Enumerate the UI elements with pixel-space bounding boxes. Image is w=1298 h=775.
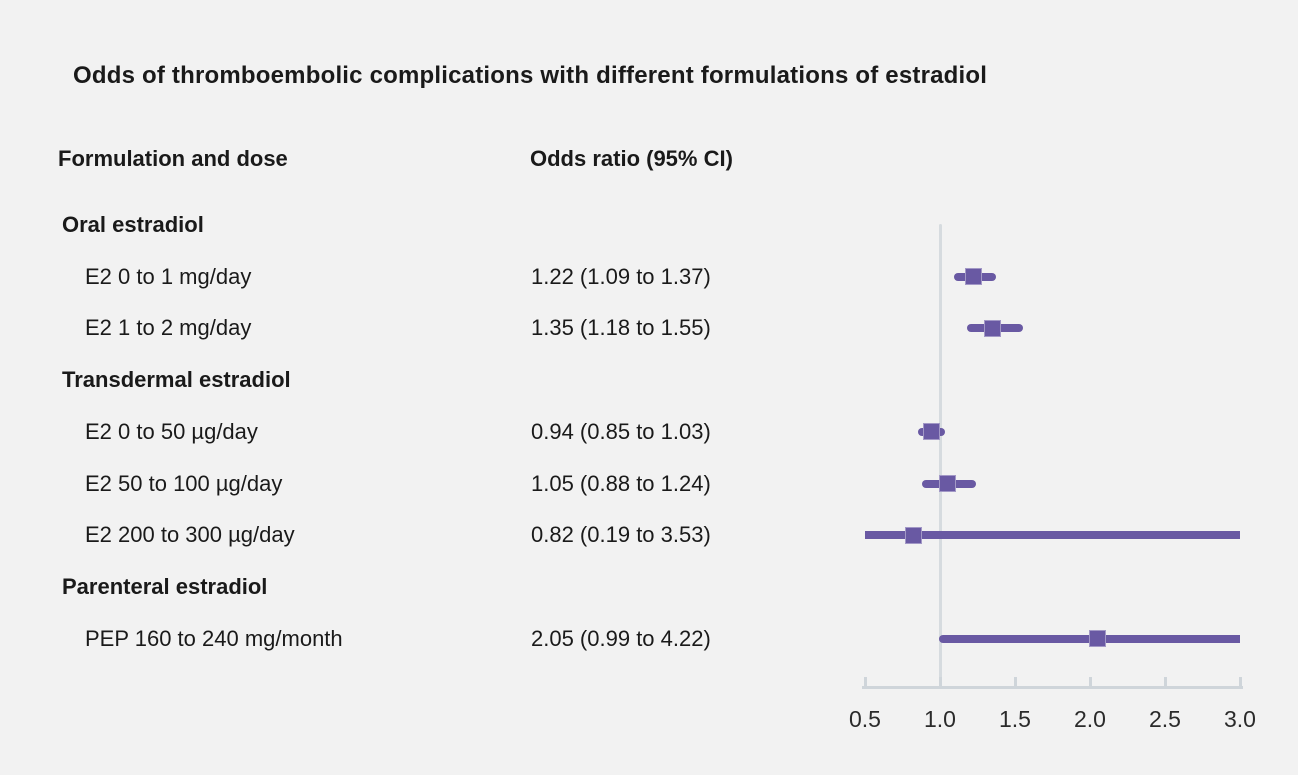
odds-ratio-value: 1.22 (1.09 to 1.37): [531, 263, 711, 289]
x-axis-tick-label: 3.0: [1224, 706, 1256, 732]
column-header-odds-ratio: Odds ratio (95% CI): [530, 146, 733, 171]
x-axis-tick: [1238, 677, 1242, 686]
dose-label: E2 1 to 2 mg/day: [85, 315, 252, 341]
x-axis-line: [862, 686, 1243, 689]
odds-ratio-value: 0.94 (0.85 to 1.03): [531, 418, 711, 444]
reference-line-or-1: [938, 224, 942, 686]
confidence-interval-line: [865, 531, 1240, 540]
odds-ratio-value: 1.35 (1.18 to 1.55): [531, 315, 711, 341]
column-header-formulation-and-dose: Formulation and dose: [58, 146, 288, 171]
dose-label: E2 200 to 300 µg/day: [85, 522, 295, 548]
group-label: Transdermal estradiol: [62, 367, 291, 393]
chart-title: Odds of thromboembolic complications wit…: [73, 62, 988, 89]
odds-ratio-value: 1.05 (0.88 to 1.24): [531, 470, 711, 496]
x-axis-tick-label: 2.0: [1074, 706, 1106, 732]
point-estimate-marker: [984, 319, 1001, 337]
point-estimate-marker: [922, 423, 940, 441]
dose-label: E2 50 to 100 µg/day: [85, 470, 283, 496]
group-label: Oral estradiol: [62, 212, 204, 237]
dose-label: E2 0 to 1 mg/day: [85, 263, 252, 289]
group-label: Parenteral estradiol: [62, 573, 268, 599]
dose-label: E2 0 to 50 µg/day: [85, 418, 258, 444]
x-axis-tick-label: 1.0: [924, 706, 956, 732]
point-estimate-marker: [964, 268, 982, 286]
point-estimate-marker: [904, 526, 922, 544]
x-axis-tick-label: 0.5: [849, 706, 881, 732]
x-axis-tick: [938, 677, 942, 686]
x-axis-tick-label: 2.5: [1149, 706, 1181, 732]
x-axis-tick-label: 1.5: [999, 706, 1031, 732]
point-estimate-marker: [1089, 630, 1106, 648]
odds-ratio-value: 2.05 (0.99 to 4.22): [531, 625, 711, 651]
odds-ratio-value: 0.82 (0.19 to 3.53): [531, 522, 711, 548]
dose-label: PEP 160 to 240 mg/month: [85, 625, 343, 651]
point-estimate-marker: [939, 475, 956, 492]
x-axis-tick: [863, 677, 867, 686]
x-axis-tick: [1163, 677, 1167, 686]
x-axis-tick: [1088, 677, 1092, 686]
x-axis-tick: [1013, 677, 1017, 686]
